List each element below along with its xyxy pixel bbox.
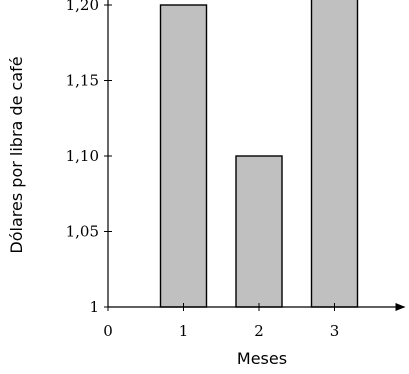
- y-tick-label: 1,20: [66, 0, 99, 14]
- y-tick-label: 1,15: [66, 72, 99, 90]
- x-tick-label: 2: [254, 322, 264, 340]
- bar-month-2: [235, 155, 283, 308]
- ticks-layer: 11,051,101,151,201,251,301,350123: [66, 0, 340, 340]
- bar-month-3: [310, 0, 359, 308]
- y-tick-label: 1: [89, 298, 99, 316]
- y-tick-label: 1,05: [66, 223, 99, 241]
- x-axis-title: Meses: [237, 349, 287, 368]
- x-tick-label: 0: [103, 322, 113, 340]
- y-tick-label: 1,10: [66, 147, 99, 165]
- x-tick-label: 3: [330, 322, 340, 340]
- bar-month-1: [159, 4, 208, 308]
- x-tick-label: 1: [179, 322, 189, 340]
- y-axis-title: Dólares por libra de café: [7, 56, 26, 253]
- bars-layer: [159, 0, 359, 308]
- axes-layer: [107, 0, 406, 311]
